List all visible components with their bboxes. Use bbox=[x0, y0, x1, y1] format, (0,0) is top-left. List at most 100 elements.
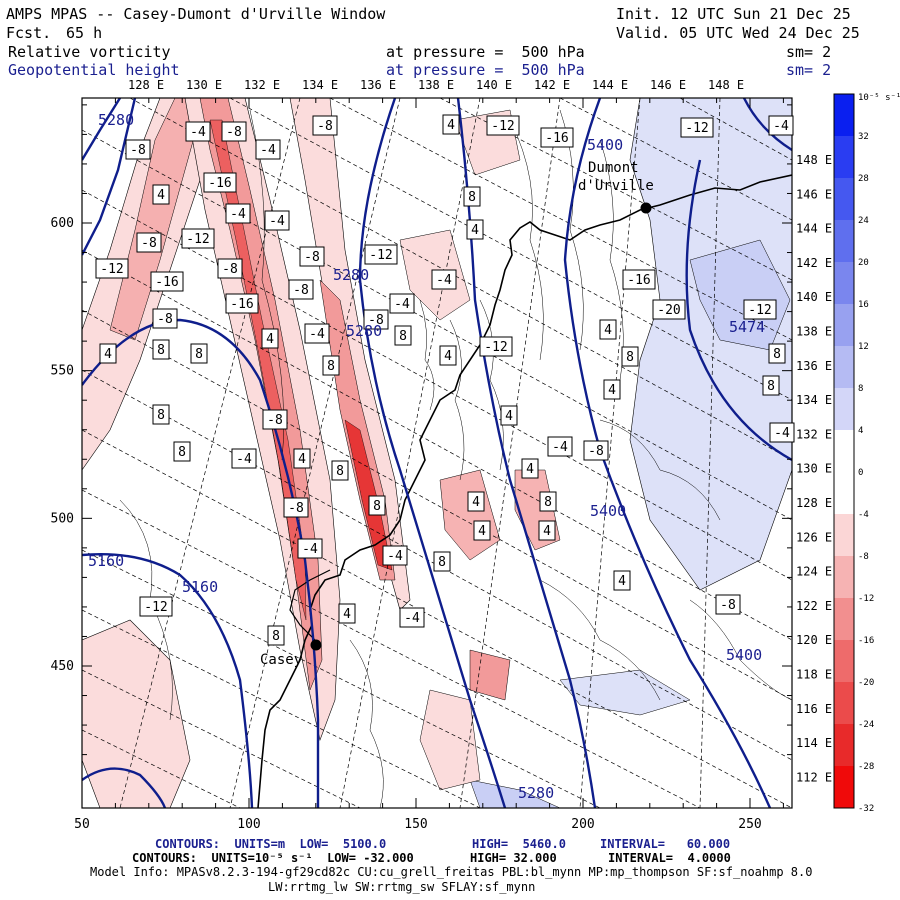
vorticity-label: -16 bbox=[622, 269, 656, 290]
vorticity-label: -4 bbox=[231, 448, 257, 469]
height-label: 5400 bbox=[587, 136, 623, 154]
right-lon-label: 130 E bbox=[796, 462, 832, 476]
map-title: AMPS MPAS -- Casey-Dumont d'Urville Wind… bbox=[6, 5, 386, 23]
vorticity-value: 4 bbox=[447, 118, 455, 133]
height-label: 5280 bbox=[346, 322, 382, 340]
vorticity-label: 8 bbox=[322, 355, 340, 376]
plot-frame bbox=[81, 97, 793, 809]
vorticity-label: 4 bbox=[467, 491, 485, 512]
vorticity-label: -16 bbox=[203, 172, 237, 193]
vorticity-value: 8 bbox=[178, 445, 186, 460]
vorticity-label: -4 bbox=[389, 293, 415, 314]
footer-height-contours: CONTOURS: UNITS=m LOW= 5100.0 bbox=[155, 837, 387, 851]
bottom-axis-label: 200 bbox=[571, 817, 594, 832]
negative-vorticity-band bbox=[82, 619, 191, 808]
vorticity-value: 8 bbox=[626, 350, 634, 365]
height-label: 5400 bbox=[590, 502, 626, 520]
vorticity-label: -4 bbox=[185, 121, 211, 142]
vorticity-value: 8 bbox=[157, 343, 165, 358]
vorticity-value: 4 bbox=[608, 383, 616, 398]
colorbar-segment bbox=[834, 136, 854, 179]
colorbar-label: -12 bbox=[858, 594, 874, 604]
vorticity-label: -8 bbox=[262, 409, 288, 430]
vorticity-label: -4 bbox=[264, 210, 290, 231]
vorticity-label: -8 bbox=[152, 308, 178, 329]
vorticity-value: 4 bbox=[471, 223, 479, 238]
colorbar-segment bbox=[834, 640, 854, 683]
vorticity-label: -4 bbox=[304, 323, 330, 344]
vorticity-value: 4 bbox=[444, 349, 452, 364]
colorbar-segment bbox=[834, 346, 854, 389]
vorticity-value: -4 bbox=[260, 143, 276, 158]
vorticity-label: 4 bbox=[613, 570, 631, 591]
vorticity-value: -16 bbox=[545, 131, 568, 146]
vorticity-label: 8 bbox=[331, 460, 349, 481]
vorticity-label: -16 bbox=[225, 293, 259, 314]
height-labels: 5280 5400 5280 5280 5474 5400 5160 5160 5400 5280 bbox=[88, 111, 765, 802]
colorbar-segment bbox=[834, 178, 854, 221]
colorbar-label: 24 bbox=[858, 216, 869, 226]
vorticity-label: 4 bbox=[261, 328, 279, 349]
vorticity-value: 4 bbox=[604, 323, 612, 338]
vorticity-label: -12 bbox=[95, 258, 129, 279]
vorticity-label: -4 bbox=[255, 139, 281, 160]
vorticity-label: -16 bbox=[150, 271, 184, 292]
vorticity-value: -4 bbox=[302, 542, 318, 557]
top-lon-label: 144 E bbox=[592, 78, 628, 92]
vorticity-value: 8 bbox=[468, 190, 476, 205]
vorticity-label: 4 bbox=[442, 114, 460, 135]
vorticity-label: -4 bbox=[225, 203, 251, 224]
vorticity-label: -16 bbox=[540, 127, 574, 148]
colorbar-label: -24 bbox=[858, 720, 874, 730]
vorticity-value: 4 bbox=[343, 607, 351, 622]
vorticity-value: 4 bbox=[543, 524, 551, 539]
vorticity-value: -4 bbox=[190, 125, 206, 140]
bottom-axis-label: 100 bbox=[237, 817, 260, 832]
height-label: 5280 bbox=[518, 784, 554, 802]
right-lon-label: 140 E bbox=[796, 290, 832, 304]
right-lon-label: 146 E bbox=[796, 187, 832, 201]
colorbar-unit: 10⁻⁵ s⁻¹ bbox=[858, 93, 900, 103]
colorbar-label: 4 bbox=[858, 426, 863, 436]
vorticity-label: 8 bbox=[394, 325, 412, 346]
right-lon-label: 116 E bbox=[796, 702, 832, 716]
vorticity-label: -8 bbox=[125, 139, 151, 160]
footer-height-interval: INTERVAL= 60.000 bbox=[600, 837, 731, 851]
colorbar-label: 8 bbox=[858, 384, 863, 394]
right-lon-label: 148 E bbox=[796, 153, 832, 167]
vorticity-value: -4 bbox=[309, 327, 325, 342]
footer-vorticity-contours: CONTOURS: UNITS=10⁻⁵ s⁻¹ LOW= -32.000 bbox=[132, 851, 414, 865]
right-lon-label: 112 E bbox=[796, 770, 832, 784]
left-axis-label: 550 bbox=[51, 364, 74, 379]
colorbar-label: -20 bbox=[858, 678, 874, 688]
vorticity-value: -20 bbox=[657, 303, 680, 318]
colorbar-segment bbox=[834, 388, 854, 431]
vorticity-label: 4 bbox=[599, 319, 617, 340]
vorticity-value: -16 bbox=[155, 275, 178, 290]
colorbar-label: 0 bbox=[858, 468, 863, 478]
colorbar-segment bbox=[834, 724, 854, 767]
station-dumont-line1: Dumont bbox=[588, 160, 639, 176]
vorticity-value: -8 bbox=[130, 143, 146, 158]
colorbar-label: 32 bbox=[858, 132, 869, 142]
footer-model-info: Model Info: MPASv8.2.3-194-gf29cd82c CU:… bbox=[90, 865, 813, 879]
vorticity-label: 8 bbox=[539, 491, 557, 512]
vorticity-label: -8 bbox=[136, 232, 162, 253]
vorticity-value: -8 bbox=[267, 413, 283, 428]
colorbar-segment bbox=[834, 598, 854, 641]
vorticity-label: 8 bbox=[768, 343, 786, 364]
vorticity-label: -8 bbox=[288, 279, 314, 300]
negative-vorticity-band bbox=[469, 649, 511, 701]
vorticity-label: -8 bbox=[583, 440, 609, 461]
vorticity-label: 8 bbox=[173, 441, 191, 462]
colorbar-label: 12 bbox=[858, 342, 869, 352]
colorbar-label: -32 bbox=[858, 804, 874, 814]
vorticity-colorbar: 32 28 24 20 16 12 8 4 0 -4 -8 -12 -16 -20 -24 -28 -32 bbox=[833, 93, 874, 814]
right-lon-label: 136 E bbox=[796, 359, 832, 373]
field2-pressure: at pressure = 500 hPa bbox=[386, 61, 585, 79]
right-lon-label: 138 E bbox=[796, 325, 832, 339]
vorticity-value: -12 bbox=[144, 600, 167, 615]
vorticity-value: -8 bbox=[317, 119, 333, 134]
field1-name: Relative vorticity bbox=[8, 43, 171, 61]
vorticity-label: 4 bbox=[521, 458, 539, 479]
